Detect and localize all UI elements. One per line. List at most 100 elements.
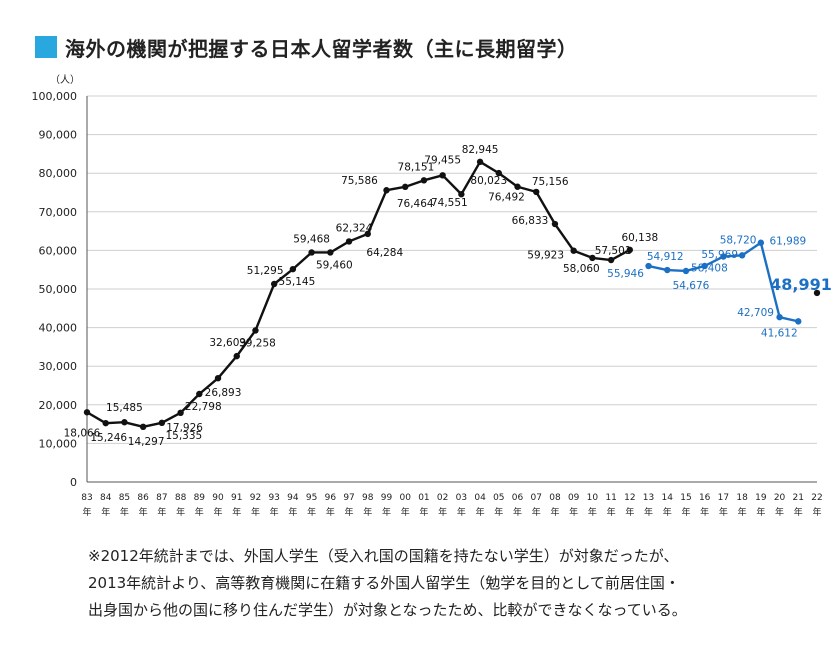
- x-tick-label: 04: [474, 493, 486, 503]
- x-tick-suffix: 年: [588, 506, 597, 518]
- x-tick-suffix: 年: [644, 506, 653, 518]
- series-1-point: [701, 262, 708, 270]
- x-tick-label: 88: [175, 493, 187, 503]
- x-tick-label: 00: [399, 493, 411, 503]
- x-tick-label: 19: [755, 493, 767, 503]
- series-0-data-label: 66,833: [512, 215, 549, 227]
- series-0-data-label: 64,284: [366, 247, 403, 259]
- series-0-point: [177, 409, 184, 417]
- line-chart: 0 10,000 20,000 30,000 40,000 50,000 60,000 70,…: [32, 74, 832, 518]
- series-0-point: [514, 183, 521, 190]
- y-tick-label: 20,000: [39, 399, 78, 412]
- x-tick-label: 95: [306, 493, 317, 503]
- y-tick-label: 50,000: [39, 283, 78, 296]
- x-tick-label: 91: [231, 493, 242, 503]
- x-tick-label: 15: [680, 493, 691, 503]
- series-1-data-label: 54,912: [647, 251, 684, 263]
- series-0-data-label: 58,060: [563, 263, 600, 275]
- series-1-point: [757, 239, 765, 246]
- x-tick-label: 20: [774, 493, 786, 503]
- x-tick-label: 09: [568, 493, 580, 503]
- series-0-point: [158, 419, 166, 427]
- series-0-data-label: 75,156: [532, 176, 569, 188]
- series-0-data-label: 15,485: [106, 402, 143, 414]
- series-0-data-label: 26,893: [205, 387, 242, 399]
- x-tick-label: 10: [587, 493, 599, 503]
- series-0-data-label: 74,551: [431, 197, 468, 209]
- series-0-data-label: 75,586: [341, 175, 378, 187]
- series-1-data-label: 41,612: [761, 327, 798, 339]
- x-tick-suffix: 年: [738, 506, 747, 518]
- y-tick-label: 70,000: [39, 206, 78, 219]
- x-tick-label: 18: [736, 493, 748, 503]
- y-tick-label: 30,000: [39, 360, 78, 373]
- series-0-point: [589, 254, 596, 262]
- x-tick-label: 14: [662, 493, 674, 503]
- x-tick-suffix: 年: [625, 506, 634, 518]
- series-0-data-label: 22,798: [185, 401, 222, 413]
- series-0-point: [196, 390, 203, 398]
- footnote-line-2: 2013年統計より、高等教育機関に在籍する外国人留学生（勉学を目的として前居住国…: [88, 574, 680, 592]
- x-tick-label: 94: [287, 493, 299, 503]
- series-1-point: [738, 252, 746, 259]
- series-0-point: [327, 249, 334, 256]
- y-tick-label: 90,000: [39, 129, 78, 142]
- x-tick-label: 92: [250, 493, 261, 503]
- series-0-point: [439, 172, 446, 179]
- x-tick-suffix: 年: [438, 506, 447, 518]
- series-0-data-label: 14,297: [128, 436, 165, 448]
- x-tick-suffix: 年: [569, 506, 578, 518]
- series-0-point: [121, 419, 128, 426]
- x-tick-label: 93: [268, 493, 279, 503]
- series-1-point: [795, 318, 802, 325]
- x-tick-label: 06: [512, 493, 524, 503]
- x-tick-suffix: 年: [794, 506, 803, 518]
- series-1-data-label: 55,969: [701, 249, 738, 261]
- x-tick-suffix: 年: [419, 506, 428, 518]
- x-tick-suffix: 年: [232, 506, 241, 518]
- x-tick-suffix: 年: [756, 506, 765, 518]
- series-0-point: [252, 327, 259, 334]
- series-0-point: [83, 409, 91, 416]
- x-tick-label: 05: [493, 493, 504, 503]
- series-0-data-label: 39,258: [239, 337, 276, 349]
- series-1-data-label: 61,989: [769, 236, 806, 248]
- series-0-point: [476, 158, 484, 166]
- series-0-data-label: 76,492: [488, 192, 525, 204]
- x-tick-suffix: 年: [288, 506, 297, 518]
- series-0-point: [420, 177, 428, 184]
- series-0-point: [533, 188, 540, 196]
- series-0-point: [495, 169, 502, 177]
- x-tick-label: 21: [793, 493, 804, 503]
- series-0-data-label: 57,501: [595, 245, 632, 257]
- series-1-point: [776, 313, 783, 321]
- x-tick-label: 16: [699, 493, 711, 503]
- x-tick-suffix: 年: [120, 506, 129, 518]
- series-0-point: [402, 183, 409, 191]
- x-tick-suffix: 年: [345, 506, 354, 518]
- series-0-point: [270, 280, 278, 288]
- x-tick-suffix: 年: [457, 506, 466, 518]
- series-0-data-label: 76,464: [397, 198, 434, 210]
- x-tick-label: 22: [811, 493, 822, 503]
- series-0-line: [86, 160, 631, 429]
- series-0-point: [364, 230, 371, 238]
- x-tick-suffix: 年: [494, 506, 503, 518]
- x-tick-label: 13: [643, 493, 654, 503]
- x-tick-suffix: 年: [251, 506, 260, 518]
- series-0-data-label: 18,066: [64, 427, 101, 439]
- series-0-point: [551, 220, 559, 228]
- series-1-point: [720, 253, 727, 260]
- series-2-data-label: 48,991: [770, 275, 832, 294]
- x-tick-label: 90: [212, 493, 224, 503]
- y-tick-label: 0: [70, 476, 77, 489]
- x-tick-label: 86: [137, 493, 149, 503]
- series-0-data-label: 60,138: [621, 232, 658, 244]
- x-tick-suffix: 年: [195, 506, 204, 518]
- series-0-data-label: 51,295: [247, 265, 284, 277]
- series-0-point: [102, 419, 109, 427]
- series-1-data-label: 58,408: [691, 263, 728, 275]
- y-tick-label: 60,000: [39, 244, 78, 257]
- series-0-point: [345, 238, 353, 245]
